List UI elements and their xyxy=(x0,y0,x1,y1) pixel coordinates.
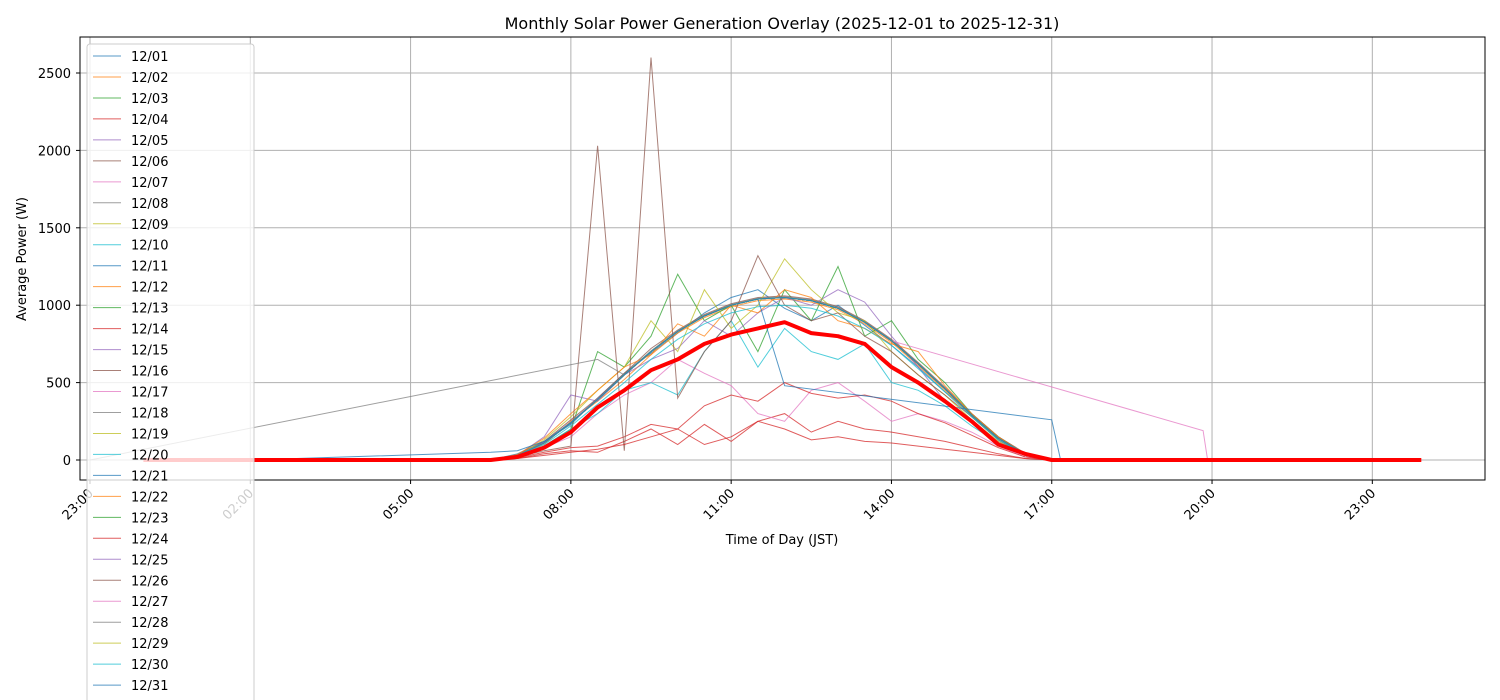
legend-item: 12/11 xyxy=(93,260,168,275)
average-line xyxy=(143,320,1422,462)
legend-label: 12/03 xyxy=(131,92,168,107)
legend-label: 12/15 xyxy=(131,344,168,359)
legend-label: 12/04 xyxy=(131,113,168,128)
series-line-12-27 xyxy=(490,296,1422,461)
legend-label: 12/26 xyxy=(131,574,168,589)
axes-frame xyxy=(79,36,1486,481)
y-tick-label: 2000 xyxy=(38,144,71,159)
series-line-12-03 xyxy=(490,265,1052,461)
y-axis-label: Average Power (W) xyxy=(15,197,30,321)
series-line-12-24 xyxy=(490,420,1052,461)
plot-area xyxy=(89,57,1422,462)
x-tick-label: 23:00 xyxy=(1342,486,1379,523)
series-line-12-06 xyxy=(490,295,1052,461)
series-line-12-21 xyxy=(250,298,1422,461)
grid xyxy=(80,37,1485,480)
legend-label: 12/13 xyxy=(131,302,168,317)
y-tick-label: 1000 xyxy=(38,299,71,314)
legend-item: 12/10 xyxy=(93,239,168,254)
legend-label: 12/08 xyxy=(131,197,168,212)
legend-label: 12/07 xyxy=(131,176,168,191)
legend: 12/01 12/02 12/03 12/04 12/05 12/06 12/07 12/08… xyxy=(86,43,255,700)
series-line-12-07 xyxy=(490,358,1052,461)
legend-item: 12/02 xyxy=(93,71,168,86)
legend-item: 12/26 xyxy=(93,574,168,589)
legend-item: 12/28 xyxy=(93,616,168,631)
x-axis-label: Time of Day (JST) xyxy=(725,533,839,548)
legend-item: 12/27 xyxy=(93,595,168,610)
y-tick-label: 2500 xyxy=(38,67,71,82)
legend-item: 12/04 xyxy=(93,113,168,128)
x-tick-label: 17:00 xyxy=(1021,486,1058,523)
legend-frame xyxy=(86,43,255,700)
legend-item: 12/17 xyxy=(93,386,168,401)
legend-item: 12/31 xyxy=(93,679,168,694)
series-line-12-31 xyxy=(490,296,1052,461)
legend-label: 12/31 xyxy=(131,679,168,694)
legend-label: 12/02 xyxy=(131,71,168,86)
legend-item: 12/14 xyxy=(93,323,168,338)
series-line-12-14 xyxy=(490,382,1052,461)
series-line-12-12 xyxy=(490,289,1052,461)
legend-label: 12/09 xyxy=(131,218,168,233)
legend-item: 12/23 xyxy=(93,511,168,526)
legend-label: 12/18 xyxy=(131,406,168,421)
legend-item: 12/21 xyxy=(93,469,168,484)
legend-item: 12/09 xyxy=(93,218,168,233)
legend-label: 12/25 xyxy=(131,553,168,568)
legend-item: 12/19 xyxy=(93,427,168,442)
legend-item: 12/03 xyxy=(93,92,168,107)
x-tick-label: 05:00 xyxy=(380,486,417,523)
legend-label: 12/29 xyxy=(131,637,168,652)
legend-item: 12/15 xyxy=(93,344,168,359)
legend-label: 12/23 xyxy=(131,511,168,526)
legend-label: 12/28 xyxy=(131,616,168,631)
x-tick-label: 14:00 xyxy=(861,486,898,523)
legend-label: 12/11 xyxy=(131,260,168,275)
legend-label: 12/27 xyxy=(131,595,168,610)
legend-item: 12/18 xyxy=(93,406,168,421)
chart-title: Monthly Solar Power Generation Overlay (… xyxy=(505,14,1060,33)
legend-item: 12/30 xyxy=(93,658,168,673)
legend-label: 12/24 xyxy=(131,532,168,547)
series-line-12-16 xyxy=(490,57,1052,461)
series-line-12-20 xyxy=(490,304,1052,461)
series-line-12-01 xyxy=(490,289,1052,461)
legend-item: 12/08 xyxy=(93,197,168,212)
legend-label: 12/12 xyxy=(131,281,168,296)
series-line-12-02 xyxy=(490,298,1052,461)
legend-item: 12/12 xyxy=(93,281,168,296)
y-tick-label: 500 xyxy=(46,377,71,392)
legend-label: 12/22 xyxy=(131,490,168,505)
x-tick-label: 08:00 xyxy=(541,486,578,523)
legend-label: 12/20 xyxy=(131,448,168,463)
legend-item: 12/20 xyxy=(93,448,168,463)
legend-item: 12/13 xyxy=(93,302,168,317)
legend-label: 12/30 xyxy=(131,658,168,673)
legend-item: 12/25 xyxy=(93,553,168,568)
legend-item: 12/24 xyxy=(93,532,168,547)
legend-item: 12/29 xyxy=(93,637,168,652)
x-tick-label: 11:00 xyxy=(701,486,738,523)
legend-item: 12/16 xyxy=(93,365,168,380)
legend-label: 12/21 xyxy=(131,469,168,484)
legend-item: 12/07 xyxy=(93,176,168,191)
legend-label: 12/16 xyxy=(131,365,168,380)
legend-item: 12/06 xyxy=(93,155,168,170)
legend-label: 12/10 xyxy=(131,239,168,254)
legend-item: 12/22 xyxy=(93,490,168,505)
legend-label: 12/17 xyxy=(131,386,168,401)
x-tick-label: 20:00 xyxy=(1182,486,1219,523)
legend-item: 12/01 xyxy=(93,50,168,65)
legend-label: 12/06 xyxy=(131,155,168,170)
legend-label: 12/19 xyxy=(131,427,168,442)
legend-item: 12/05 xyxy=(93,134,168,149)
legend-label: 12/01 xyxy=(131,50,168,65)
series-line-12-05 xyxy=(490,289,1052,461)
legend-label: 12/14 xyxy=(131,323,168,338)
legend-label: 12/05 xyxy=(131,134,168,149)
y-tick-label: 0 xyxy=(63,454,71,469)
y-tick-label: 1500 xyxy=(38,222,71,237)
